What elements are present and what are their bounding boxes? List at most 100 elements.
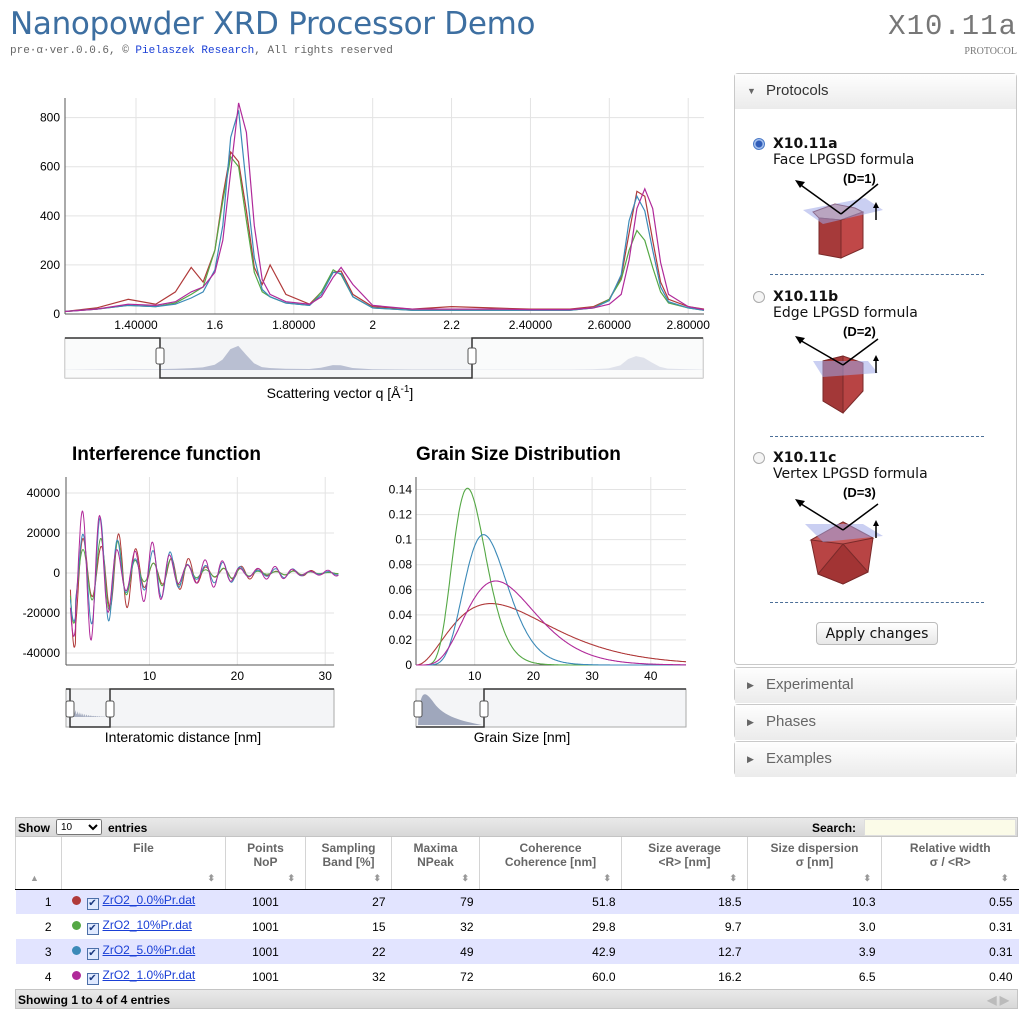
column-header[interactable]: File ⬍ (61, 837, 226, 890)
column-header[interactable]: Size dispersion σ [nm] ⬍ (747, 837, 882, 890)
navigator-handle-right[interactable] (467, 347, 477, 365)
examples-panel[interactable]: ▶ Examples (734, 741, 1017, 777)
sort-asc-icon[interactable]: ▲ (30, 872, 39, 883)
npeak-cell: 32 (391, 914, 480, 939)
xrd-range-navigator[interactable] (64, 337, 704, 379)
row-visible-checkbox[interactable]: ✔ (86, 923, 99, 935)
protocol-c-d-label: (D=3) (843, 485, 876, 500)
file-link[interactable]: ZrO2_5.0%Pr.dat (102, 943, 196, 957)
xrd-chart[interactable]: 0 200 400 600 800 1.40000 1.6 1.80000 2 2.2 2.400… (10, 90, 715, 410)
version-suffix: , All rights reserved (254, 45, 393, 57)
table-row[interactable]: 2 ✔ ZrO2_10%Pr.dat 1001 15 32 29.8 9.7 3.0 0.31 (15, 914, 1019, 939)
sort-both-icon[interactable]: ⬍ (603, 872, 611, 883)
column-header[interactable]: ▲ (15, 837, 62, 890)
xrd-x-label: Scattering vector q [Å-1] (267, 384, 414, 401)
results-table-wrapper: Show 10 entries Search: ▲ File ⬍ Points NoP ⬍… (15, 817, 1019, 1009)
search-input[interactable] (864, 819, 1016, 836)
apply-changes-button[interactable]: Apply changes (816, 622, 938, 645)
phases-header[interactable]: ▶ Phases (735, 705, 1016, 740)
gsd-chart[interactable]: 0.14 0.12 0.1 0.08 0.06 0.04 0.02 0 10 20 30 40 Gr… (372, 475, 692, 750)
table-row[interactable]: 3 ✔ ZrO2_5.0%Pr.dat 1001 22 49 42.9 12.7 3.9 0.31 (15, 939, 1019, 964)
size-dispersion-cell: 3.0 (747, 914, 882, 939)
sort-both-icon[interactable]: ⬍ (287, 872, 295, 883)
table-row[interactable]: 1 ✔ ZrO2_0.0%Pr.dat 1001 27 79 51.8 18.5 10.3 0.5… (15, 889, 1019, 914)
triangle-right-icon: ▶ (747, 680, 754, 690)
interference-chart[interactable]: 40000 20000 0 -20000 -40000 10 20 30 Interatom… (10, 475, 345, 750)
results-table: ▲ File ⬍ Points NoP ⬍ Sampling Band [%] ⬍ Maxima N… (15, 837, 1019, 989)
phases-panel[interactable]: ▶ Phases (734, 704, 1017, 740)
navigator-handle-left[interactable] (65, 700, 75, 718)
row-index: 4 (15, 964, 62, 989)
sort-both-icon[interactable]: ⬍ (207, 872, 215, 883)
gsd-y-tick-label: 0.12 (389, 508, 413, 522)
sort-both-icon[interactable]: ⬍ (863, 872, 871, 883)
interference-y-tick-label: 40000 (27, 486, 61, 500)
series-color-dot-icon (71, 946, 81, 955)
column-header[interactable]: Maxima NPeak ⬍ (391, 837, 480, 890)
protocol-b-radio[interactable] (753, 291, 765, 303)
sort-both-icon[interactable]: ⬍ (461, 872, 469, 883)
sort-both-icon[interactable]: ⬍ (729, 872, 737, 883)
pager-arrows-icon[interactable]: ◀ ▶ (987, 993, 1009, 1007)
row-visible-checkbox[interactable]: ✔ (86, 948, 99, 960)
page-size-select[interactable]: 10 (56, 819, 102, 835)
interference-series-line (69, 510, 339, 641)
file-link[interactable]: ZrO2_10%Pr.dat (102, 918, 192, 932)
navigator-handle-right[interactable] (105, 700, 115, 718)
examples-header[interactable]: ▶ Examples (735, 742, 1016, 777)
navigator-handle-left[interactable] (413, 700, 423, 718)
sort-both-icon[interactable]: ⬍ (1000, 872, 1009, 883)
experimental-panel[interactable]: ▶ Experimental (734, 667, 1017, 703)
app-title: Nanopowder XRD Processor Demo (10, 6, 536, 42)
row-index: 3 (15, 939, 62, 964)
row-visible-checkbox[interactable]: ✔ (86, 898, 99, 911)
xrd-x-tick-label: 2.40000 (509, 318, 553, 332)
relative-width-cell: 0.40 (881, 964, 1019, 989)
gsd-x-tick-label: 20 (527, 669, 541, 683)
version-prefix: pre·α·ver.0.0.6, © (10, 45, 136, 57)
current-protocol-code: X10.11a (888, 10, 1017, 43)
table-row[interactable]: 4 ✔ ZrO2_1.0%Pr.dat 1001 32 72 60.0 16.2 6.5 0.40 (15, 964, 1019, 989)
file-cell: ✔ ZrO2_10%Pr.dat (61, 914, 226, 939)
npeak-cell: 72 (391, 964, 480, 989)
column-header[interactable]: Points NoP ⬍ (225, 837, 306, 890)
search-label: Search: (812, 821, 857, 835)
protocol-option-b[interactable]: X10.11b Edge LPGSD formula (D=2) (753, 289, 1013, 414)
interference-x-tick-label: 30 (319, 669, 333, 683)
npeak-cell: 49 (391, 939, 480, 964)
protocols-header[interactable]: ▼ Protocols (735, 74, 1016, 109)
xrd-series-line (64, 150, 705, 313)
interference-x-tick-label: 20 (231, 669, 245, 683)
protocol-a-desc: Face LPGSD formula (773, 152, 915, 168)
column-header[interactable]: Size average <R> [nm] ⬍ (621, 837, 748, 890)
phases-header-label: Phases (766, 713, 817, 730)
interference-range-navigator[interactable] (65, 688, 335, 728)
column-header-line2: NoP (253, 855, 278, 869)
experimental-header[interactable]: ▶ Experimental (735, 668, 1016, 703)
navigator-overview-area (70, 707, 112, 717)
column-header-line1: Maxima (413, 841, 458, 855)
column-header[interactable]: Coherence Coherence [nm] ⬍ (479, 837, 622, 890)
file-link[interactable]: ZrO2_1.0%Pr.dat (102, 968, 196, 982)
protocol-a-radio[interactable] (753, 138, 765, 150)
coherence-cell: 60.0 (479, 964, 622, 989)
protocol-option-c[interactable]: X10.11c Vertex LPGSD formula (D=3) (753, 450, 1013, 585)
column-header[interactable]: Sampling Band [%] ⬍ (305, 837, 392, 890)
column-header-line2: <R> [nm] (658, 855, 711, 869)
band-cell: 27 (305, 889, 392, 914)
protocol-separator (770, 436, 984, 437)
xrd-y-tick-label: 0 (53, 307, 60, 321)
navigator-handle-left[interactable] (155, 347, 165, 365)
column-header[interactable]: Relative width σ / <R> ⬍ (881, 837, 1019, 890)
protocol-option-a[interactable]: X10.11a Face LPGSD formula (D=1) (753, 136, 1013, 259)
navigator-handle-right[interactable] (479, 700, 489, 718)
sort-both-icon[interactable]: ⬍ (373, 872, 381, 883)
company-link[interactable]: Pielaszek Research (135, 45, 255, 57)
column-header-line1: Coherence (519, 841, 582, 855)
series-color-dot-icon (71, 896, 81, 906)
file-link[interactable]: ZrO2_0.0%Pr.dat (102, 893, 196, 908)
gsd-range-navigator[interactable] (413, 688, 687, 728)
row-visible-checkbox[interactable]: ✔ (86, 973, 99, 985)
gsd-series-line (416, 534, 686, 666)
protocol-c-radio[interactable] (753, 452, 765, 464)
